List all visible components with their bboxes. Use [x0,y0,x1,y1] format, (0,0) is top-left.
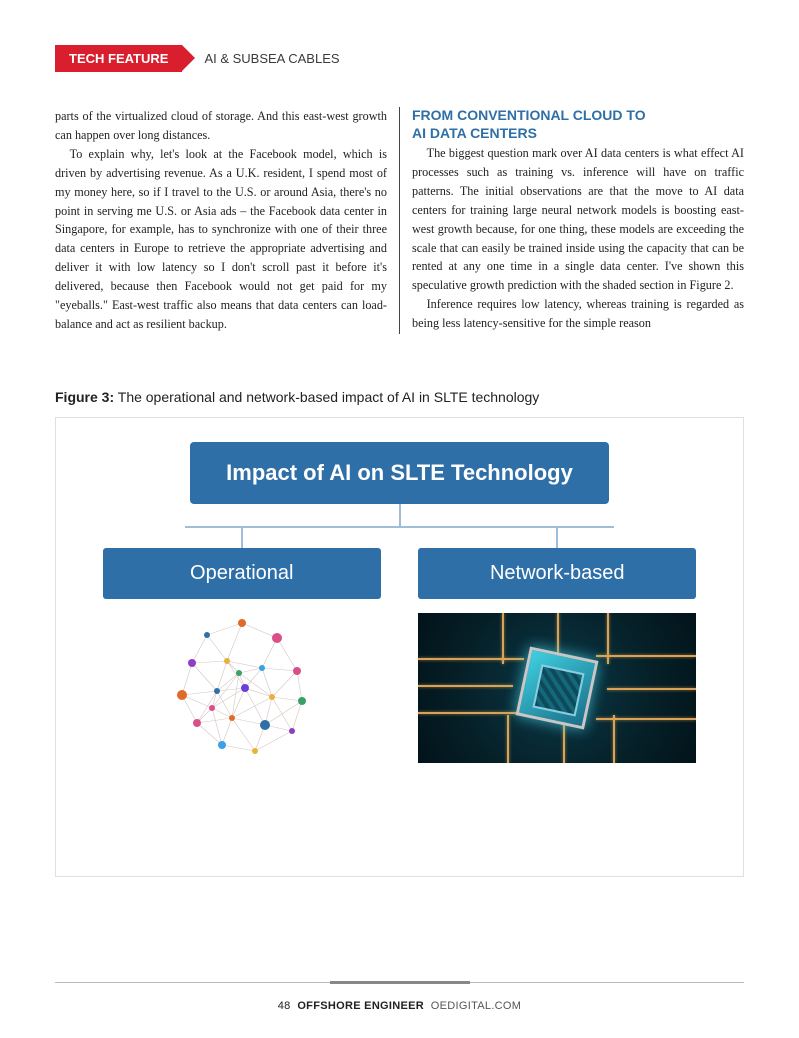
section-heading: FROM CONVENTIONAL CLOUD TO AI DATA CENTE… [412,107,744,142]
figure-3: Impact of AI on SLTE Technology Operatio… [55,417,744,877]
branch-box-network: Network-based [418,548,696,599]
branch-left: Operational [103,526,381,763]
page-number: 48 [278,1000,291,1012]
circuit-board-icon [418,613,696,763]
column-right: FROM CONVENTIONAL CLOUD TO AI DATA CENTE… [400,107,744,334]
connector [241,526,243,548]
connector [556,526,558,548]
connector [399,504,401,526]
network-graph-icon [167,613,317,763]
body-columns: parts of the virtualized cloud of storag… [55,107,744,334]
section-tag: TECH FEATURE [55,45,182,72]
heading-line: FROM CONVENTIONAL CLOUD TO [412,107,646,123]
figure-caption-label: Figure 3: [55,389,114,405]
heading-line: AI DATA CENTERS [412,125,537,141]
branch-box-operational: Operational [103,548,381,599]
chip-icon [516,646,599,729]
branch-row: Operational Network-based [84,526,715,763]
body-para: parts of the virtualized cloud of storag… [55,107,387,145]
figure-title-box: Impact of AI on SLTE Technology [190,442,609,504]
section-subtitle: AI & SUBSEA CABLES [204,51,339,66]
header-bar: TECH FEATURE AI & SUBSEA CABLES [55,45,744,72]
figure-caption-text: The operational and network-based impact… [114,389,539,405]
page-footer: 48 OFFSHORE ENGINEER OEDIGITAL.COM [0,1000,799,1012]
operational-image [103,613,381,763]
connector [185,526,614,528]
body-para: Inference requires low latency, whereas … [412,295,744,333]
column-left: parts of the virtualized cloud of storag… [55,107,400,334]
branch-right: Network-based [418,526,696,763]
body-para: To explain why, let's look at the Facebo… [55,145,387,334]
magazine-name: OFFSHORE ENGINEER [297,1000,424,1012]
body-para: The biggest question mark over AI data c… [412,144,744,295]
site-url: OEDIGITAL.COM [431,1000,521,1012]
page: TECH FEATURE AI & SUBSEA CABLES parts of… [0,0,799,1038]
network-image [418,613,696,763]
page-rule [55,982,744,983]
figure-caption: Figure 3: The operational and network-ba… [55,389,744,405]
